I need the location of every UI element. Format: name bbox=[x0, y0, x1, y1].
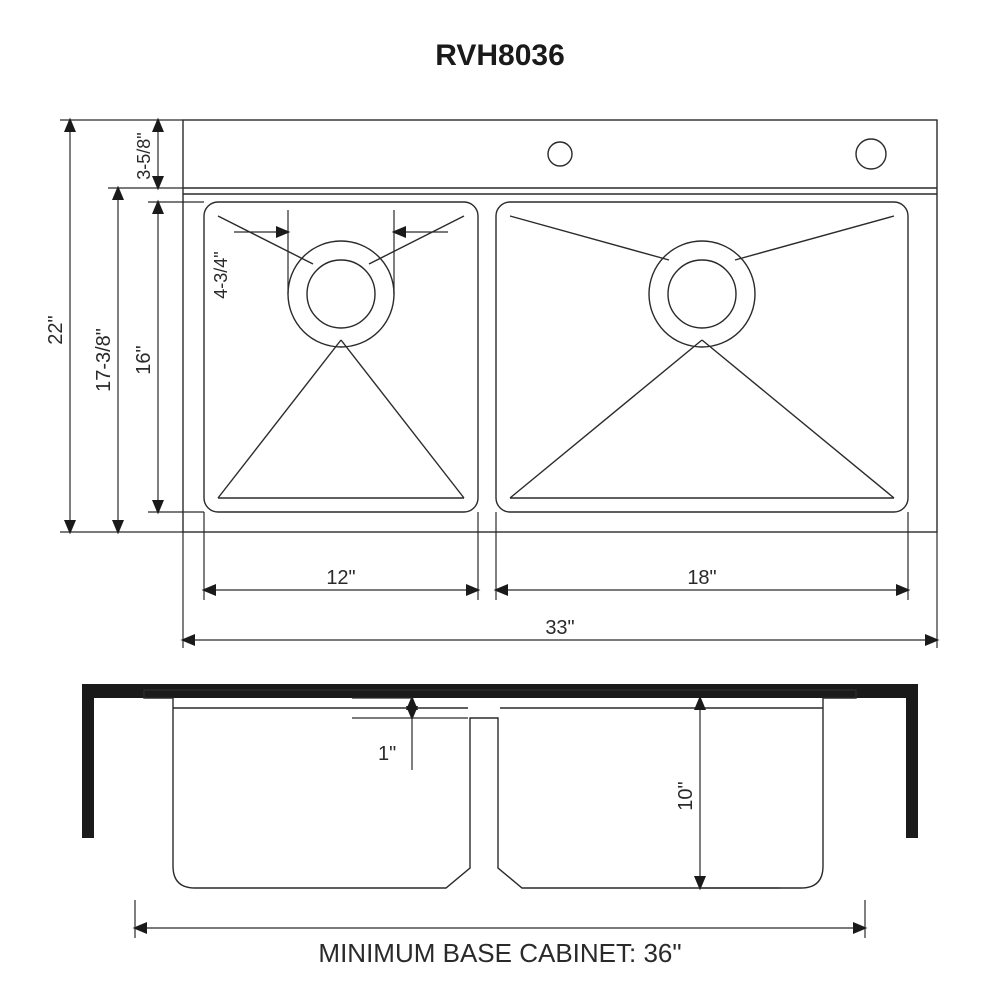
dim-overall-width: 33" bbox=[545, 617, 574, 639]
drain-left-inner bbox=[307, 260, 375, 328]
drain-left-outer bbox=[288, 241, 394, 347]
faucet-hole-2 bbox=[856, 139, 886, 169]
drain-right-outer bbox=[649, 241, 755, 347]
cabinet-dimension: MINIMUM BASE CABINET: 36" bbox=[135, 900, 865, 968]
model-title: RVH8036 bbox=[435, 39, 565, 72]
cabinet-leg-left bbox=[82, 698, 94, 838]
dim-bowl-right-width: 18" bbox=[687, 567, 716, 589]
dim-side-gap: 1" bbox=[378, 743, 396, 765]
dim-bowl-depth: 17-3/8" bbox=[93, 328, 115, 392]
dim-side-depth: 10" bbox=[675, 781, 697, 810]
dim-bowl-left-width: 12" bbox=[326, 567, 355, 589]
bowl-left bbox=[204, 202, 478, 512]
countertop bbox=[82, 684, 918, 698]
drain-right-inner bbox=[668, 260, 736, 328]
side-view: 1" 10" bbox=[82, 684, 918, 888]
dim-drain: 4-3/4" bbox=[211, 251, 231, 298]
cabinet-label: MINIMUM BASE CABINET: 36" bbox=[318, 938, 681, 968]
dim-bowl-inner-h: 16" bbox=[133, 345, 155, 374]
tub-outline bbox=[144, 690, 856, 888]
bowl-right bbox=[496, 202, 908, 512]
top-dimensions: 12" 18" 33" 22" 17-3/8" 16" 3-5/8" 4-3/4… bbox=[45, 120, 937, 648]
faucet-hole-1 bbox=[548, 142, 572, 166]
dim-ledge-h: 3-5/8" bbox=[134, 132, 154, 179]
sink-outer bbox=[183, 120, 937, 532]
top-view bbox=[183, 120, 937, 532]
dim-overall-depth: 22" bbox=[45, 315, 67, 344]
cabinet-leg-right bbox=[906, 698, 918, 838]
